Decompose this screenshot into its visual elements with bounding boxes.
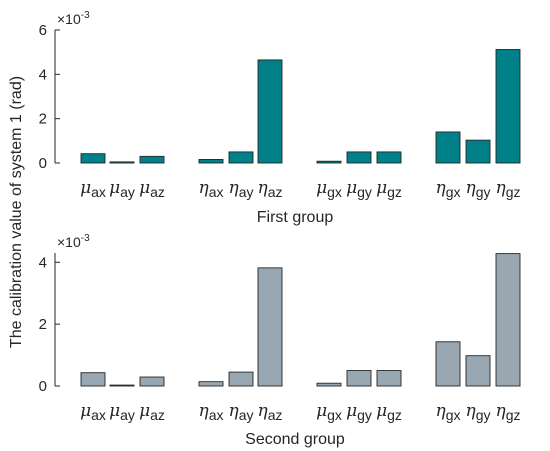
y-tick-label: 0 <box>39 155 47 172</box>
bar-ηax <box>198 159 224 164</box>
bar-ηgx <box>435 131 461 164</box>
bar-ηgz <box>495 49 521 164</box>
bar-ηgz <box>495 253 521 387</box>
bar-ηaz <box>257 59 283 164</box>
bar-ηgy <box>465 139 491 164</box>
bar-μgz <box>376 370 402 387</box>
bar-ηay <box>228 151 254 164</box>
category-label: μgx <box>316 401 342 423</box>
bar-ηgy <box>465 355 491 387</box>
category-label: μgz <box>376 178 402 200</box>
category-label: ηgz <box>496 178 521 200</box>
bar-ηax <box>198 381 224 387</box>
category-label: ηgz <box>496 401 521 423</box>
y-tick-label: 4 <box>39 254 47 271</box>
category-label: ηgx <box>436 178 461 200</box>
bar-μgz <box>376 151 402 164</box>
category-label: μgz <box>376 401 402 423</box>
bar-μax <box>80 372 106 387</box>
x-axis-label: Second group <box>245 431 345 448</box>
y-tick-label: 0 <box>39 378 47 395</box>
bar-μgy <box>346 370 372 387</box>
bar-μgx <box>316 382 342 387</box>
y-tick-label: 4 <box>39 66 47 83</box>
category-label: ηay <box>229 178 254 200</box>
bar-ηaz <box>257 267 283 387</box>
y-axis-multiplier: ×10-3 <box>57 233 90 250</box>
y-tick-label: 6 <box>39 22 47 39</box>
category-label: μay <box>109 178 135 200</box>
category-label: ηaz <box>258 178 283 200</box>
y-tick-label: 2 <box>39 111 47 128</box>
category-label: μgy <box>346 178 372 200</box>
bar-μgx <box>316 160 342 164</box>
bar-ηgx <box>435 341 461 387</box>
category-label: ηgy <box>466 178 491 200</box>
category-label: μgx <box>316 178 342 200</box>
bar-μay <box>109 384 135 387</box>
bar-μay <box>109 161 135 164</box>
category-label: ηax <box>199 178 224 200</box>
category-label: ηgy <box>466 401 491 423</box>
bar-μaz <box>139 376 165 387</box>
category-label: ηax <box>199 401 224 423</box>
x-axis-label: First group <box>257 209 334 226</box>
bar-μaz <box>139 155 165 164</box>
bar-μax <box>80 153 106 164</box>
y-axis-label: The calibration value of system 1 (rad) <box>8 76 25 348</box>
category-label: ηaz <box>258 401 283 423</box>
category-label: μax <box>80 178 106 200</box>
bar-ηay <box>228 371 254 387</box>
category-label: ηgx <box>436 401 461 423</box>
category-label: μay <box>109 401 135 423</box>
y-tick-label: 2 <box>39 316 47 333</box>
category-label: μgy <box>346 401 372 423</box>
category-label: ηay <box>229 401 254 423</box>
category-label: μaz <box>139 401 165 423</box>
category-label: μax <box>80 401 106 423</box>
y-axis-multiplier: ×10-3 <box>57 10 90 27</box>
bar-μgy <box>346 151 372 164</box>
category-label: μaz <box>139 178 165 200</box>
